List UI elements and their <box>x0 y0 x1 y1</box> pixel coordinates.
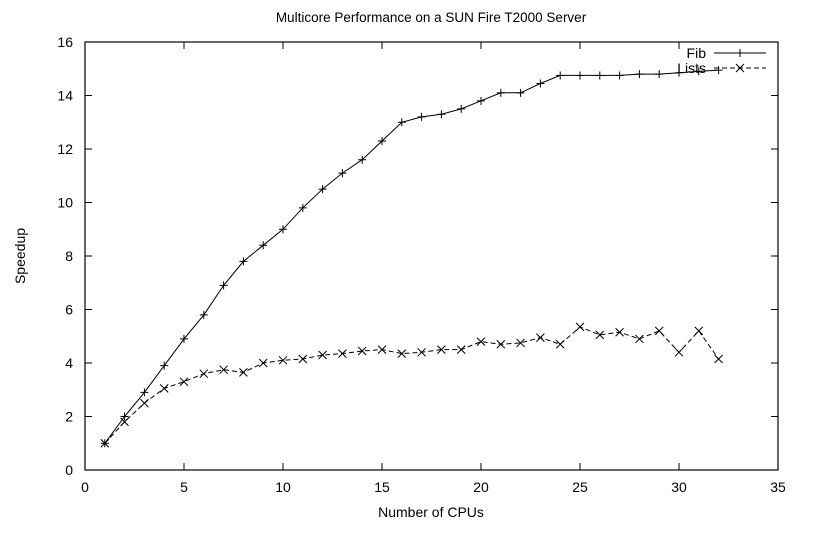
plus-marker <box>675 68 683 77</box>
plus-marker <box>318 185 327 194</box>
y-tick-label: 2 <box>65 409 73 425</box>
plus-marker <box>736 49 744 57</box>
plus-marker <box>239 257 248 266</box>
plus-marker <box>140 388 149 397</box>
y-tick-label: 12 <box>57 141 73 157</box>
plus-marker <box>714 66 723 75</box>
y-tick-label: 16 <box>57 34 73 50</box>
x-tick-label: 35 <box>770 479 786 495</box>
plus-marker <box>496 88 505 97</box>
plus-marker <box>120 412 129 421</box>
cross-marker <box>120 417 129 427</box>
plus-marker <box>338 169 347 178</box>
plus-marker <box>437 110 446 119</box>
x-tick-label: 0 <box>81 479 89 495</box>
plus-marker <box>457 104 466 113</box>
cross-marker <box>417 347 426 357</box>
plus-marker <box>160 361 169 370</box>
cross-marker <box>555 339 565 349</box>
plus-marker <box>219 281 228 290</box>
y-tick-label: 4 <box>65 355 73 371</box>
y-tick-label: 8 <box>65 248 73 264</box>
plot-border <box>84 41 779 471</box>
plus-marker <box>259 241 268 250</box>
cross-marker <box>397 349 407 358</box>
axis-ticks: 0 5 10 15 20 25 30 35 0 2 4 6 8 10 12 14 16 <box>57 34 786 495</box>
plus-marker <box>279 225 287 234</box>
cross-marker <box>595 330 605 340</box>
cross-marker <box>437 345 446 354</box>
y-tick-label: 10 <box>57 195 73 211</box>
cross-marker <box>674 347 684 357</box>
cross-marker <box>357 346 367 356</box>
cross-marker <box>179 377 189 387</box>
cross-marker <box>694 326 704 336</box>
plus-marker <box>516 88 525 97</box>
legend-label-fib: Fib <box>687 45 707 61</box>
plus-marker <box>556 71 565 80</box>
plus-marker <box>477 96 485 105</box>
cross-marker <box>219 365 228 375</box>
plus-marker <box>694 67 703 76</box>
cross-marker <box>298 354 308 364</box>
y-tick-label: 0 <box>65 462 73 478</box>
cross-marker <box>635 334 644 344</box>
series-fib <box>100 66 723 448</box>
cross-marker <box>654 326 664 336</box>
cross-marker <box>338 349 347 358</box>
plus-marker <box>576 71 584 80</box>
plus-marker <box>536 79 545 88</box>
plus-marker <box>635 70 644 79</box>
cross-marker <box>615 327 624 337</box>
x-axis-label: Number of CPUs <box>378 504 484 520</box>
cross-marker <box>536 333 545 342</box>
cross-marker <box>377 345 387 354</box>
plus-marker <box>378 136 386 145</box>
cross-marker <box>575 322 585 332</box>
series-line <box>104 69 719 444</box>
y-tick-label: 6 <box>65 302 73 318</box>
cross-marker <box>239 368 248 377</box>
x-tick-label: 10 <box>275 479 291 495</box>
series-lists <box>100 322 723 448</box>
cross-marker <box>496 339 506 349</box>
x-tick-label: 20 <box>473 479 489 495</box>
cross-marker <box>100 438 110 448</box>
x-tick-label: 15 <box>374 479 390 495</box>
x-tick-label: 30 <box>671 479 687 495</box>
x-tick-label: 5 <box>180 479 188 495</box>
data-series <box>100 66 723 448</box>
cross-marker <box>278 355 288 365</box>
cross-marker <box>258 358 268 368</box>
cross-marker <box>735 63 745 73</box>
cross-marker <box>456 345 466 354</box>
cross-marker <box>714 354 723 364</box>
x-tick-label: 25 <box>572 479 588 495</box>
cross-marker <box>476 337 486 346</box>
plus-marker <box>397 118 406 127</box>
cross-marker <box>516 338 525 348</box>
cross-marker <box>140 398 149 408</box>
plus-marker <box>180 334 188 343</box>
plus-marker <box>358 155 367 164</box>
plus-marker <box>615 71 624 80</box>
cross-marker <box>199 369 209 379</box>
cross-marker <box>159 384 169 393</box>
legend-label-lists: Lists <box>677 60 706 76</box>
cross-marker <box>318 350 327 360</box>
y-tick-label: 14 <box>57 88 73 104</box>
plus-marker <box>655 70 664 79</box>
chart-title: Multicore Performance on a SUN Fire T200… <box>276 10 587 25</box>
plus-marker <box>199 310 208 319</box>
plus-marker <box>595 71 604 80</box>
series-line <box>104 326 720 444</box>
plus-marker <box>298 203 307 212</box>
plus-marker <box>417 112 426 121</box>
y-axis-label: Speedup <box>12 228 28 284</box>
